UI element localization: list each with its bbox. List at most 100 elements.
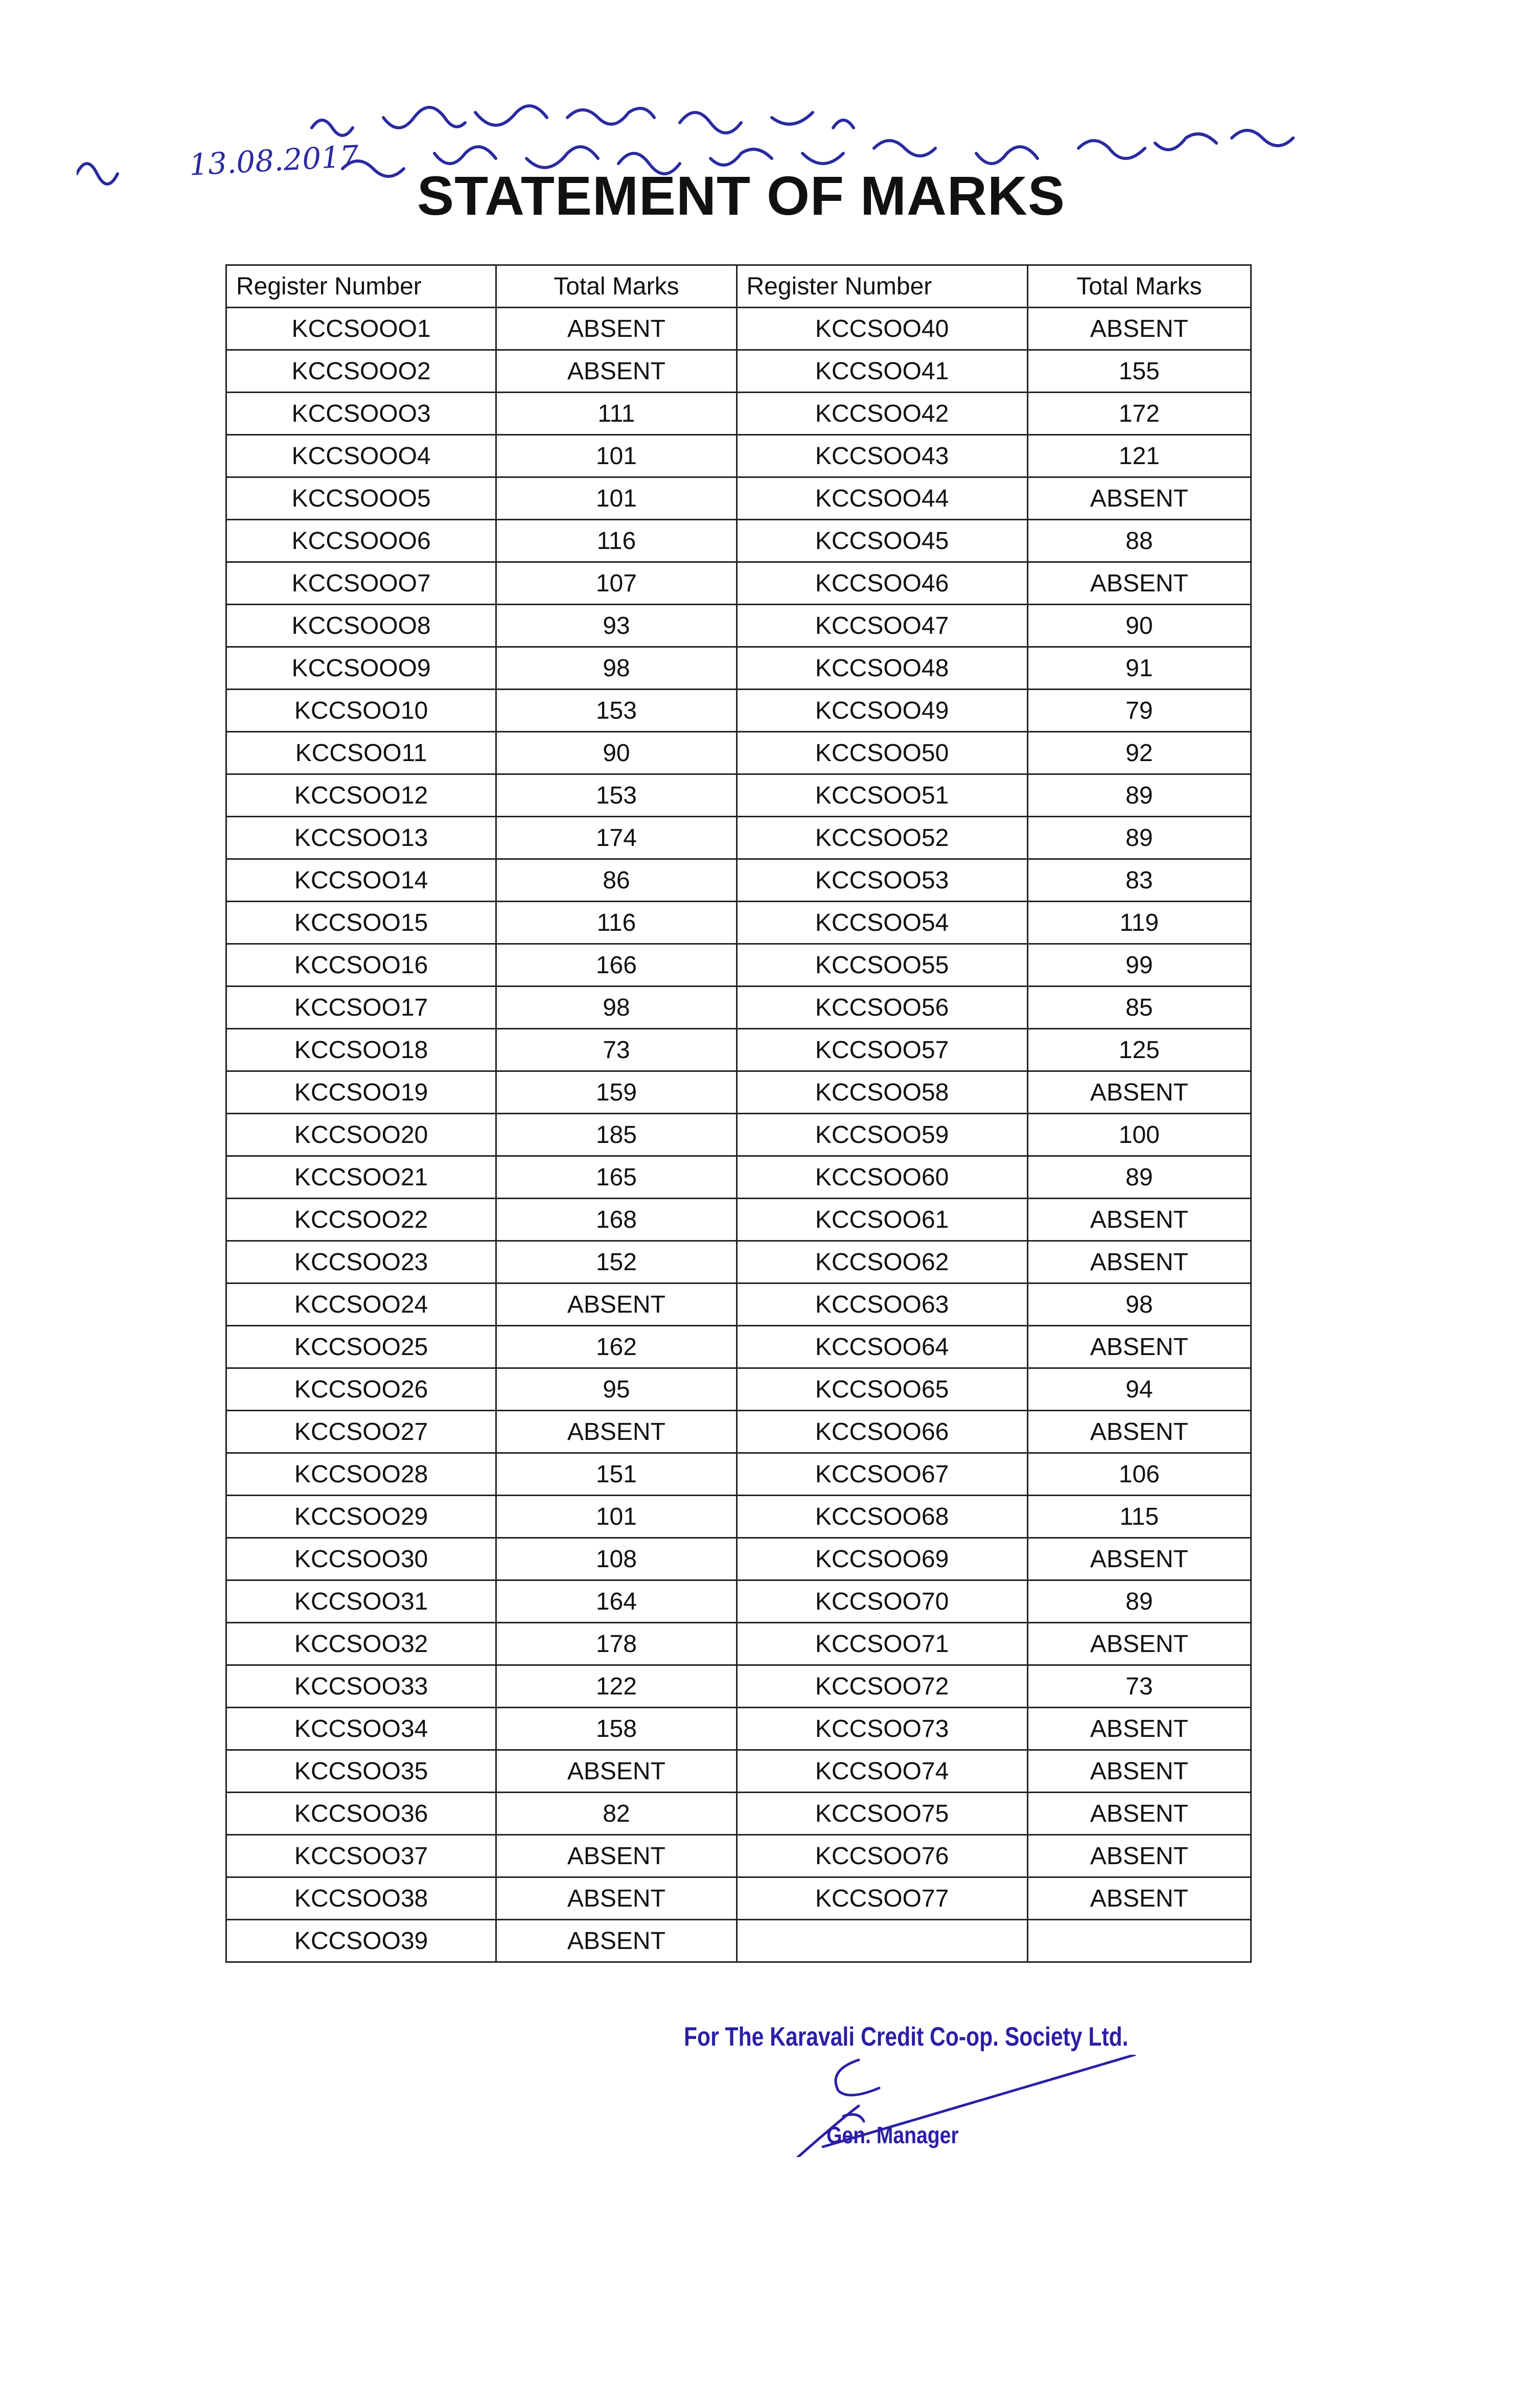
total-marks-cell: 90 [1026,604,1252,648]
table-row: KCCSOO36 82 KCCSOO75 ABSENT [225,1792,1252,1836]
table-row: KCCSOOO7 107 KCCSOO46 ABSENT [225,561,1252,605]
table-row: KCCSOO37 ABSENT KCCSOO76 ABSENT [225,1834,1252,1878]
register-number-cell: KCCSOO71 [735,1622,1028,1666]
total-marks-cell: 151 [495,1452,738,1496]
total-marks-cell: 79 [1026,689,1252,732]
register-number-cell: KCCSOO26 [225,1367,497,1411]
total-marks-cell: 101 [495,1495,738,1539]
total-marks-cell: ABSENT [1026,1876,1252,1920]
designation: Gen. Manager [826,2122,959,2148]
total-marks-cell: ABSENT [1026,1240,1252,1284]
total-marks-cell: 119 [1026,901,1252,945]
table-row: KCCSOO24 ABSENT KCCSOO63 98 [225,1282,1252,1326]
register-number-cell: KCCSOO63 [735,1282,1028,1326]
register-number-cell: KCCSOO38 [225,1876,497,1920]
total-marks-cell: ABSENT [495,1410,738,1454]
total-marks-cell: 166 [495,943,738,987]
table-row: KCCSOO29 101 KCCSOO68 115 [225,1495,1252,1539]
table-row: KCCSOOO3 111 KCCSOO42 172 [225,392,1252,435]
register-number-cell: KCCSOOO6 [225,519,497,563]
register-number-cell: KCCSOO20 [225,1113,497,1157]
total-marks-cell: 152 [495,1240,738,1284]
total-marks-cell: 158 [495,1707,738,1751]
register-number-cell: KCCSOO69 [735,1537,1028,1581]
table-row: KCCSOO32 178 KCCSOO71 ABSENT [225,1622,1252,1666]
handwritten-note [77,104,1295,186]
header-register-number: Register Number [735,264,1028,308]
register-number-cell: KCCSOOO7 [225,561,497,605]
total-marks-cell: ABSENT [1026,1410,1252,1454]
table-row: KCCSOOO5 101 KCCSOO44 ABSENT [225,476,1252,520]
total-marks-cell: ABSENT [1026,307,1252,351]
table-row: KCCSOO23 152 KCCSOO62 ABSENT [225,1240,1252,1284]
table-row: KCCSOO19 159 KCCSOO58 ABSENT [225,1070,1252,1114]
register-number-cell: KCCSOO28 [225,1452,497,1496]
table-row: KCCSOO13 174 KCCSOO52 89 [225,816,1252,860]
register-number-cell: KCCSOO19 [225,1070,497,1114]
table-row: KCCSOOO6 116 KCCSOO45 88 [225,519,1252,563]
table-row: KCCSOO30 108 KCCSOO69 ABSENT [225,1537,1252,1581]
total-marks-cell: 116 [495,901,738,945]
register-number-cell: KCCSOO77 [735,1876,1028,1920]
table-row: KCCSOOO9 98 KCCSOO48 91 [225,646,1252,690]
register-number-cell: KCCSOO60 [735,1155,1028,1199]
total-marks-cell: 153 [495,773,738,817]
register-number-cell: KCCSOO64 [735,1325,1028,1369]
register-number-cell: KCCSOO35 [225,1749,497,1793]
total-marks-cell: 168 [495,1198,738,1242]
register-number-cell: KCCSOO16 [225,943,497,987]
register-number-cell: KCCSOO27 [225,1410,497,1454]
table-row: KCCSOO39 ABSENT [225,1919,1252,1963]
register-number-cell: KCCSOO45 [735,519,1028,563]
total-marks-cell: 178 [495,1622,738,1666]
total-marks-cell: 172 [1026,392,1252,435]
total-marks-cell: 164 [495,1579,738,1623]
total-marks-cell: ABSENT [1026,1749,1252,1793]
total-marks-cell: 94 [1026,1367,1252,1411]
header-total-marks: Total Marks [495,264,738,308]
total-marks-cell: 125 [1026,1028,1252,1072]
total-marks-cell: 93 [495,604,738,648]
register-number-cell: KCCSOO32 [225,1622,497,1666]
table-row: KCCSOO16 166 KCCSOO55 99 [225,943,1252,987]
table-row: KCCSOO15 116 KCCSOO54 119 [225,901,1252,945]
total-marks-cell: 153 [495,689,738,732]
register-number-cell: KCCSOO50 [735,731,1028,775]
total-marks-cell: ABSENT [1026,1070,1252,1114]
register-number-cell: KCCSOO57 [735,1028,1028,1072]
register-number-cell: KCCSOO37 [225,1834,497,1878]
total-marks-cell: ABSENT [1026,1325,1252,1369]
register-number-cell: KCCSOO51 [735,773,1028,817]
table-row: KCCSOO27 ABSENT KCCSOO66 ABSENT [225,1410,1252,1454]
total-marks-cell: 73 [1026,1664,1252,1708]
table-row: KCCSOO22 168 KCCSOO61 ABSENT [225,1198,1252,1242]
total-marks-cell: ABSENT [1026,1834,1252,1878]
table-row: KCCSOO11 90 KCCSOO50 92 [225,731,1252,775]
table-row: KCCSOO12 153 KCCSOO51 89 [225,773,1252,817]
total-marks-cell: ABSENT [495,1282,738,1326]
register-number-cell: KCCSOO42 [735,392,1028,435]
register-number-cell: KCCSOO33 [225,1664,497,1708]
total-marks-cell: 85 [1026,985,1252,1029]
table-row: KCCSOO38 ABSENT KCCSOO77 ABSENT [225,1876,1252,1920]
total-marks-cell: 98 [1026,1282,1252,1326]
total-marks-cell: 165 [495,1155,738,1199]
total-marks-cell: 98 [495,646,738,690]
total-marks-cell: ABSENT [1026,1537,1252,1581]
total-marks-cell: 92 [1026,731,1252,775]
register-number-cell: KCCSOOO1 [225,307,497,351]
table-row: KCCSOO34 158 KCCSOO73 ABSENT [225,1707,1252,1751]
total-marks-cell: 107 [495,561,738,605]
register-number-cell: KCCSOO75 [735,1792,1028,1836]
total-marks-cell: 121 [1026,434,1252,478]
total-marks-cell: ABSENT [495,1834,738,1878]
total-marks-cell: 174 [495,816,738,860]
table-row: KCCSOO10 153 KCCSOO49 79 [225,689,1252,732]
total-marks-cell: ABSENT [495,1919,738,1963]
register-number-cell: KCCSOO30 [225,1537,497,1581]
total-marks-cell: 101 [495,434,738,478]
total-marks-cell: 86 [495,858,738,902]
register-number-cell: KCCSOOO3 [225,392,497,435]
table-row: KCCSOO26 95 KCCSOO65 94 [225,1367,1252,1411]
register-number-cell: KCCSOO34 [225,1707,497,1751]
